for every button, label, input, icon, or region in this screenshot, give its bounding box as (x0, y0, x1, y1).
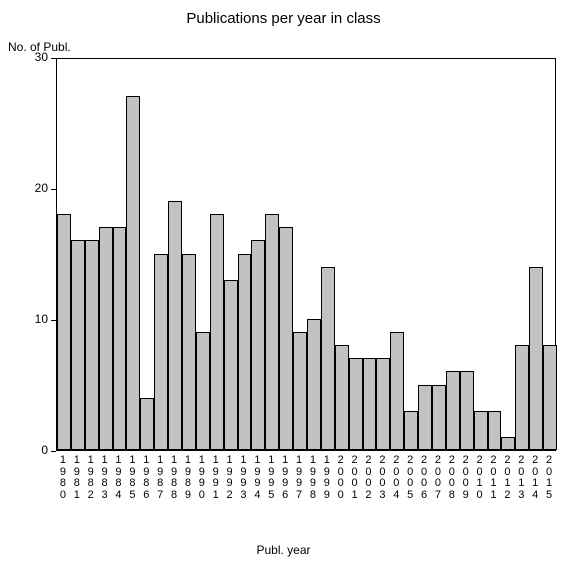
bar (488, 411, 502, 450)
bar (432, 385, 446, 451)
y-tick-mark (51, 451, 56, 452)
bar (182, 254, 196, 451)
bar (113, 227, 127, 450)
x-tick-label: 2009 (459, 455, 473, 501)
chart-title: Publications per year in class (0, 10, 567, 27)
x-tick-label: 2006 (417, 455, 431, 501)
bar (126, 96, 140, 450)
x-tick-label: 1996 (278, 455, 292, 501)
x-tick-label: 1991 (209, 455, 223, 501)
chart-container: Publications per year in class No. of Pu… (0, 0, 567, 567)
bar (168, 201, 182, 450)
bar (418, 385, 432, 451)
x-tick-label: 1997 (292, 455, 306, 501)
x-tick-label: 2007 (431, 455, 445, 501)
bar (238, 254, 252, 451)
bar (154, 254, 168, 451)
bar (265, 214, 279, 450)
x-tick-label: 2012 (500, 455, 514, 501)
bar (99, 227, 113, 450)
bar (446, 371, 460, 450)
bar (543, 345, 557, 450)
bar (279, 227, 293, 450)
x-tick-label: 2011 (487, 455, 501, 501)
x-tick-label: 2015 (542, 455, 556, 501)
x-tick-label: 1992 (223, 455, 237, 501)
x-tick-label: 2014 (528, 455, 542, 501)
y-tick-label: 30 (18, 50, 48, 64)
bar (460, 371, 474, 450)
bar (335, 345, 349, 450)
bar (251, 240, 265, 450)
bar (404, 411, 418, 450)
x-tick-label: 1987 (153, 455, 167, 501)
x-tick-label: 2010 (473, 455, 487, 501)
x-tick-label: 1983 (98, 455, 112, 501)
bar (529, 267, 543, 450)
x-tick-label: 1984 (112, 455, 126, 501)
x-tick-label: 1985 (125, 455, 139, 501)
bar (210, 214, 224, 450)
x-tick-label: 1980 (56, 455, 70, 501)
x-tick-label: 1999 (320, 455, 334, 501)
x-tick-label: 1993 (237, 455, 251, 501)
x-tick-label: 1981 (70, 455, 84, 501)
x-tick-label: 1986 (139, 455, 153, 501)
bar (196, 332, 210, 450)
x-tick-label: 2008 (445, 455, 459, 501)
x-tick-label: 1995 (264, 455, 278, 501)
bar (349, 358, 363, 450)
bar (71, 240, 85, 450)
x-tick-label: 1989 (181, 455, 195, 501)
y-tick-label: 0 (18, 443, 48, 457)
y-tick-mark (51, 58, 56, 59)
plot-area (56, 58, 556, 451)
bar (307, 319, 321, 450)
bar (140, 398, 154, 450)
x-tick-label: 1988 (167, 455, 181, 501)
bar (85, 240, 99, 450)
x-tick-label: 2001 (348, 455, 362, 501)
bar (501, 437, 515, 450)
x-tick-label: 1998 (306, 455, 320, 501)
y-tick-label: 20 (18, 181, 48, 195)
x-tick-label: 1990 (195, 455, 209, 501)
y-tick-label: 10 (18, 312, 48, 326)
x-tick-label: 2004 (389, 455, 403, 501)
x-tick-label: 2005 (403, 455, 417, 501)
x-tick-label: 1994 (250, 455, 264, 501)
x-tick-label: 2000 (334, 455, 348, 501)
bar (363, 358, 377, 450)
bar (376, 358, 390, 450)
y-tick-mark (51, 320, 56, 321)
bar (390, 332, 404, 450)
bar (515, 345, 529, 450)
y-tick-mark (51, 189, 56, 190)
x-tick-label: 2003 (375, 455, 389, 501)
bar (57, 214, 71, 450)
bar (474, 411, 488, 450)
bar (224, 280, 238, 450)
x-axis-label: Publ. year (0, 543, 567, 557)
bar (321, 267, 335, 450)
x-tick-label: 1982 (84, 455, 98, 501)
x-tick-label: 2013 (514, 455, 528, 501)
bar (293, 332, 307, 450)
x-tick-label: 2002 (362, 455, 376, 501)
